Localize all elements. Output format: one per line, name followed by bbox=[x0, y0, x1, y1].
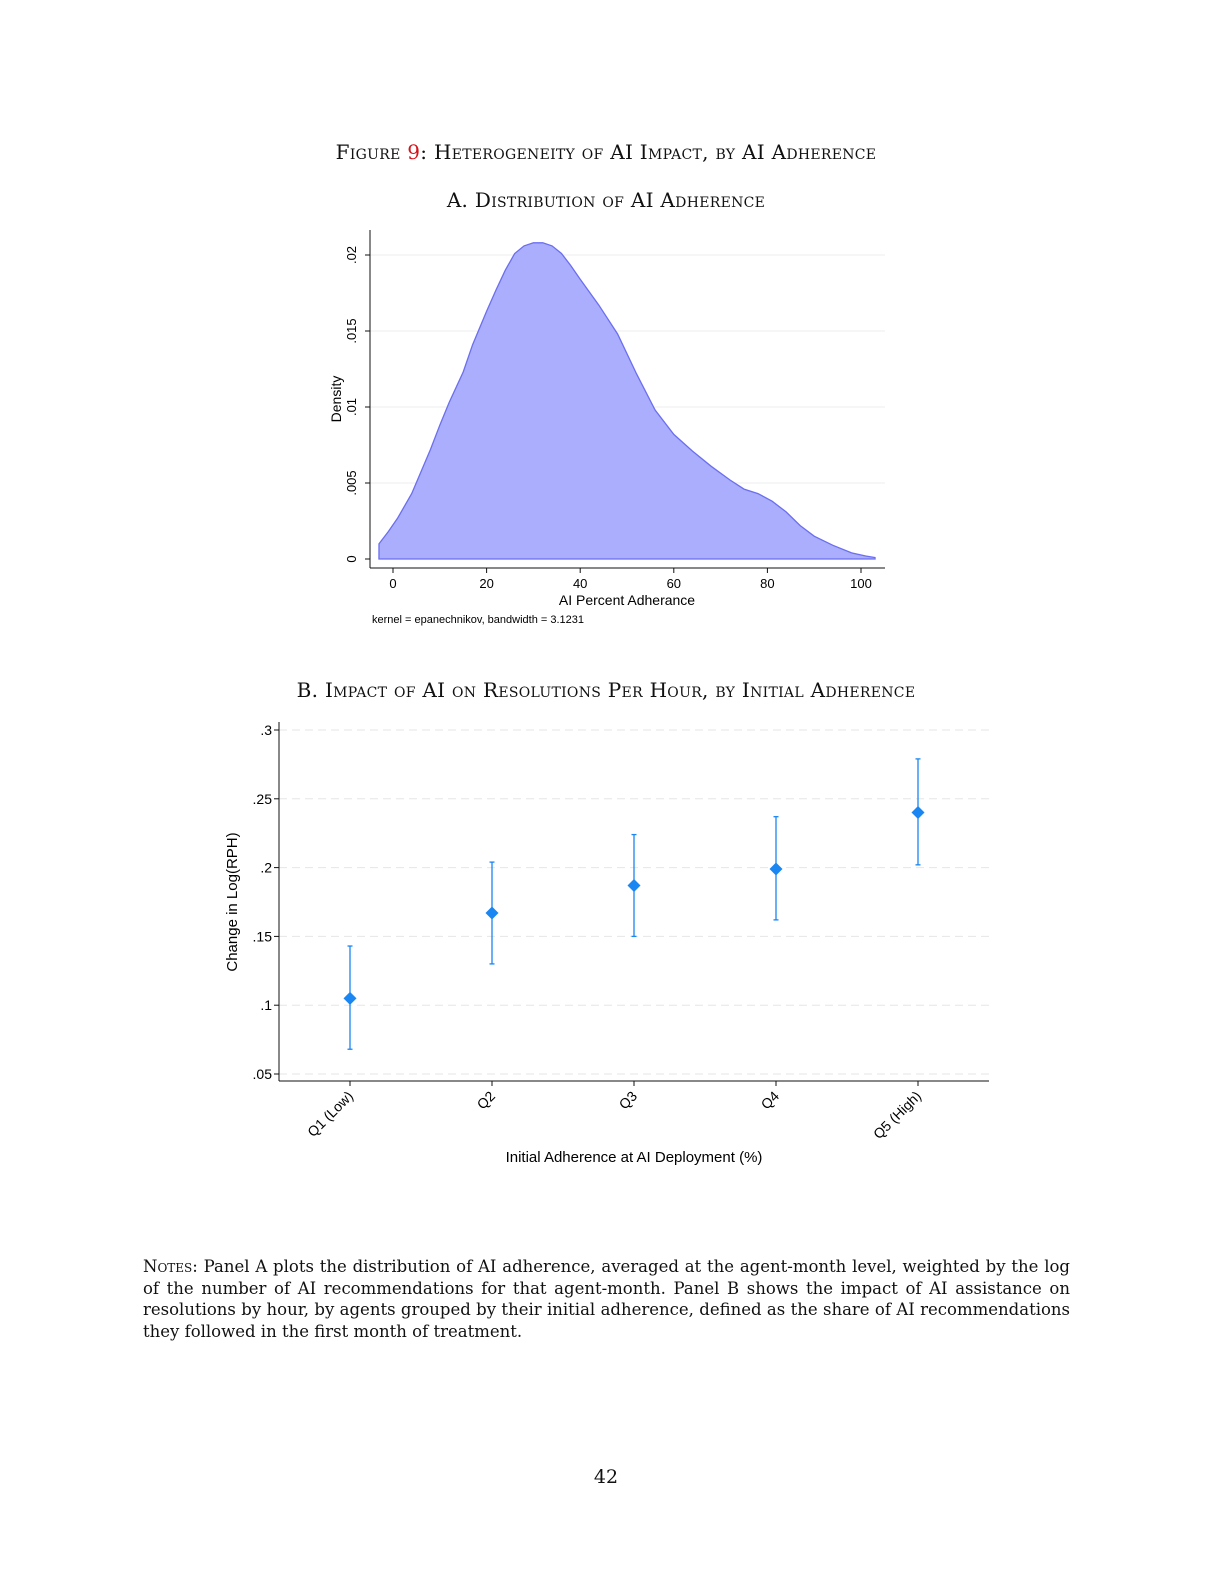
y-tick-label: .1 bbox=[260, 997, 272, 1013]
point-estimate bbox=[627, 878, 641, 892]
y-axis-label: Change in Log(RPH) bbox=[224, 832, 241, 971]
density-chart: 0 .005 .01 .015 .02 0 20 40 60 80 100 AI Percent Ad… bbox=[328, 230, 885, 626]
figure-caption: Figure 9: Heterogeneity of AI Impact, by… bbox=[0, 140, 1212, 164]
point-estimate bbox=[343, 991, 357, 1005]
figure-number[interactable]: 9 bbox=[407, 140, 421, 164]
page-number: 42 bbox=[593, 1466, 619, 1488]
density-area bbox=[378, 242, 876, 560]
figure-notes: Notes: Panel A plots the distribution of… bbox=[143, 1256, 1070, 1342]
point-estimate bbox=[911, 806, 925, 820]
y-tick-label: .01 bbox=[344, 398, 359, 416]
notes-text: Panel A plots the distribution of AI adh… bbox=[143, 1257, 1070, 1341]
y-tick-label: .05 bbox=[253, 1066, 273, 1082]
panel-a-title: A. Distribution of AI Adherence bbox=[446, 188, 766, 212]
x-tick-label: 0 bbox=[389, 576, 396, 591]
y-tick-label: .015 bbox=[344, 318, 359, 343]
x-tick-label: 80 bbox=[760, 576, 774, 591]
x-axis-label: AI Percent Adherance bbox=[559, 592, 695, 608]
figure-prefix: Figure bbox=[335, 140, 408, 164]
y-tick-label: .005 bbox=[344, 470, 359, 495]
y-tick-label: .02 bbox=[344, 246, 359, 264]
kernel-note: kernel = epanechnikov, bandwidth = 3.123… bbox=[372, 614, 584, 626]
figure-title: : Heterogeneity of AI Impact, by AI Adhe… bbox=[420, 140, 877, 164]
x-tick-label: Q4 bbox=[758, 1088, 783, 1113]
notes-lead: Notes: bbox=[143, 1257, 198, 1276]
x-tick-label: 40 bbox=[573, 576, 587, 591]
x-tick-label: 100 bbox=[850, 576, 872, 591]
y-tick-label: .15 bbox=[253, 928, 273, 944]
y-tick-label: .25 bbox=[253, 791, 273, 807]
panel-b-title: B. Impact of AI on Resolutions Per Hour,… bbox=[296, 678, 916, 702]
x-tick-label: Q1 (Low) bbox=[304, 1088, 356, 1140]
y-tick-label: .2 bbox=[260, 860, 272, 876]
y-tick-label: .3 bbox=[260, 722, 272, 738]
y-axis-label: Density bbox=[328, 376, 344, 423]
x-axis-label: Initial Adherence at AI Deployment (%) bbox=[506, 1149, 763, 1166]
point-estimate bbox=[769, 862, 783, 876]
y-tick-label: 0 bbox=[344, 555, 359, 562]
x-tick-label: 60 bbox=[667, 576, 681, 591]
x-tick-label: Q2 bbox=[474, 1088, 499, 1113]
x-tick-label: Q3 bbox=[616, 1088, 641, 1113]
point-estimate bbox=[485, 906, 499, 920]
x-tick-label: Q5 (High) bbox=[870, 1088, 924, 1142]
x-tick-label: 20 bbox=[479, 576, 493, 591]
